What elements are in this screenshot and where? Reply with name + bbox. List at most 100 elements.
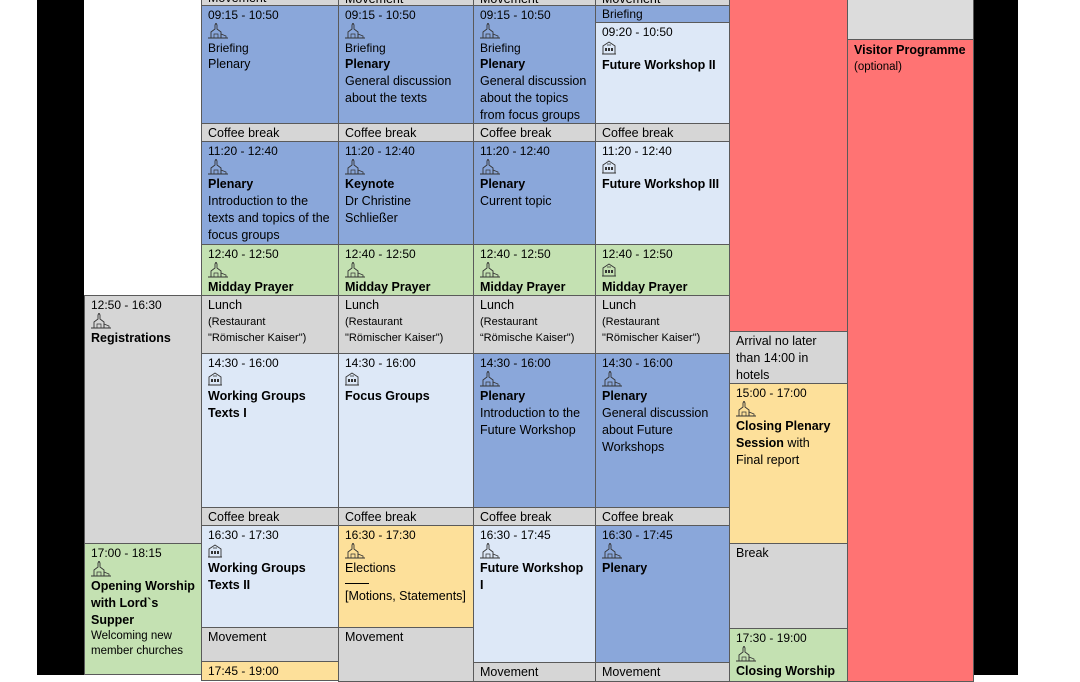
event-title-with: with <box>787 436 810 450</box>
event-title: Future Workshop I <box>480 561 584 592</box>
time-label: 09:15 - 10:50 <box>345 8 416 22</box>
midday-prayer-cell: 12:40 - 12:50 Midday Prayer <box>338 244 474 296</box>
event-description: General discussion about Future Workshop… <box>602 406 709 454</box>
building-icon <box>602 262 622 279</box>
lunch-cell: Lunch (Restaurant "Römischer Kaiser") <box>201 295 339 354</box>
visitor-programme-cell: Visitor Programme (optional) <box>847 39 974 682</box>
time-label: 09:15 - 10:50 <box>480 8 551 22</box>
coffee-break-cell: Coffee break <box>595 123 730 142</box>
building-icon <box>602 40 622 57</box>
visitor-continuation-cell <box>729 0 848 332</box>
event-title: Registrations <box>91 331 171 345</box>
movement-cell: Movement <box>338 627 474 682</box>
coffee-break-cell: Coffee break <box>338 507 474 526</box>
lunch-label: Lunch <box>208 298 243 312</box>
lunch-cell: Lunch (Restaurant "Römischer Kaiser") <box>338 295 474 354</box>
event-description: General discussion about the topics from… <box>480 74 587 122</box>
time-label: 11:20 - 12:40 <box>480 144 550 158</box>
time-label: 14:30 - 16:00 <box>345 356 416 370</box>
event-title: Plenary <box>208 57 251 71</box>
working-groups-cell: 16:30 - 17:30 Working Groups Texts II <box>201 525 339 628</box>
event-title: Closing Plenary Session <box>736 419 831 450</box>
time-label: 16:30 - 17:45 <box>602 528 673 542</box>
arrival-cell: Arrival no later than 14:00 in hotels <box>729 331 848 384</box>
time-label: 15:00 - 17:00 <box>736 386 807 400</box>
time-label: 12:40 - 12:50 <box>602 247 673 261</box>
church-icon <box>91 561 111 578</box>
coffee-break-cell: Coffee break <box>473 507 596 526</box>
midday-prayer-cell: 12:40 - 12:50 Midday Prayer <box>473 244 596 296</box>
closing-worship-cell: 17:30 - 19:00 Closing Worship <box>729 628 848 682</box>
event-title: Working Groups Texts II <box>208 561 306 592</box>
church-icon <box>480 159 500 176</box>
plenary-cell: 14:30 - 16:00 Plenary General discussion… <box>595 353 730 508</box>
building-icon <box>208 371 228 388</box>
midday-prayer-cell: 12:40 - 12:50 Midday Prayer <box>201 244 339 296</box>
plenary-cell: 16:30 - 17:45 Plenary <box>595 525 730 663</box>
col-g-top-cell <box>847 0 974 40</box>
future-workshop-cell: 09:20 - 10:50 Future Workshop II <box>595 22 730 124</box>
time-label: 11:20 - 12:40 <box>345 144 415 158</box>
church-icon <box>480 262 500 279</box>
church-icon <box>736 646 756 663</box>
time-label: 17:45 - 19:00 <box>208 664 279 678</box>
elections-cell: 16:30 - 17:30 Elections [Motions, Statem… <box>338 525 474 628</box>
midday-prayer-cell: 12:40 - 12:50 Midday Prayer <box>595 244 730 296</box>
church-icon <box>345 159 365 176</box>
col-a-top-blank <box>84 0 202 295</box>
event-title: Plenary <box>602 561 648 575</box>
building-icon <box>602 159 622 176</box>
break-cell: Break <box>729 543 848 629</box>
church-icon <box>602 543 622 560</box>
time-label: 17:00 - 18:15 <box>91 546 162 560</box>
time-label: 12:50 - 16:30 <box>91 298 162 312</box>
event-title: Midday Prayer <box>208 280 294 294</box>
plenary-cell: 09:15 - 10:50 Briefing Plenary <box>201 5 339 124</box>
church-icon <box>345 23 365 40</box>
coffee-break-cell: Coffee break <box>595 507 730 526</box>
lunch-cell: Lunch (Restaurant "Römischer Kaiser") <box>595 295 730 354</box>
keynote-cell: 11:20 - 12:40 Keynote Dr Christine Schli… <box>338 141 474 245</box>
coffee-break-cell: Coffee break <box>473 123 596 142</box>
time-label: 17:30 - 19:00 <box>736 631 807 645</box>
time-label: 12:40 - 12:50 <box>208 247 279 261</box>
coffee-break-cell: Coffee break <box>201 507 339 526</box>
event-title: Working Groups Texts I <box>208 389 306 420</box>
event-title: Future Workshop III <box>602 177 720 191</box>
plenary-cell: 11:20 - 12:40 Plenary Introduction to th… <box>201 141 339 245</box>
event-title: Plenary <box>480 389 526 403</box>
event-title-line: Closing Plenary Session with <box>736 418 841 452</box>
event-title: Focus Groups <box>345 389 430 403</box>
briefing-label: Briefing <box>602 7 643 21</box>
opening-worship-cell: 17:00 - 18:15 Opening Worship with Lord`… <box>84 543 202 675</box>
building-icon <box>208 543 228 560</box>
briefing-label: Briefing <box>208 41 249 55</box>
future-workshop-cell: 11:20 - 12:40 Future Workshop III <box>595 141 730 245</box>
church-icon <box>208 23 228 40</box>
plenary-cell: 09:15 - 10:50 Briefing Plenary General d… <box>338 5 474 124</box>
arrival-note: Arrival no later than 14:00 in hotels <box>736 334 817 382</box>
evening-cell: 17:45 - 19:00 <box>201 661 339 681</box>
event-description: Introduction to the texts and topics of … <box>208 194 330 242</box>
event-title: Future Workshop II <box>602 58 716 72</box>
event-title: Closing Worship <box>736 664 836 678</box>
break-label: Break <box>736 546 769 560</box>
closing-plenary-cell: 15:00 - 17:00 Closing Plenary Session wi… <box>729 383 848 544</box>
plenary-cell: 09:15 - 10:50 Briefing Plenary General d… <box>473 5 596 124</box>
event-title: Midday Prayer <box>602 280 688 294</box>
time-label: 11:20 - 12:40 <box>602 144 672 158</box>
church-icon <box>602 371 622 388</box>
briefing-cell: Briefing <box>595 5 730 23</box>
building-icon <box>345 371 365 388</box>
briefing-label: Briefing <box>345 41 386 55</box>
plenary-cell: 14:30 - 16:00 Plenary Introduction to th… <box>473 353 596 508</box>
optional-note: (optional) <box>854 61 902 73</box>
church-icon <box>208 262 228 279</box>
lunch-label: Lunch <box>345 298 380 312</box>
church-icon <box>91 313 111 330</box>
time-label: 09:20 - 10:50 <box>602 25 673 39</box>
church-icon <box>480 543 500 560</box>
event-description: Introduction to the Future Workshop <box>480 406 581 437</box>
event-title: Midday Prayer <box>345 280 431 294</box>
lunch-label: Lunch <box>602 298 637 312</box>
